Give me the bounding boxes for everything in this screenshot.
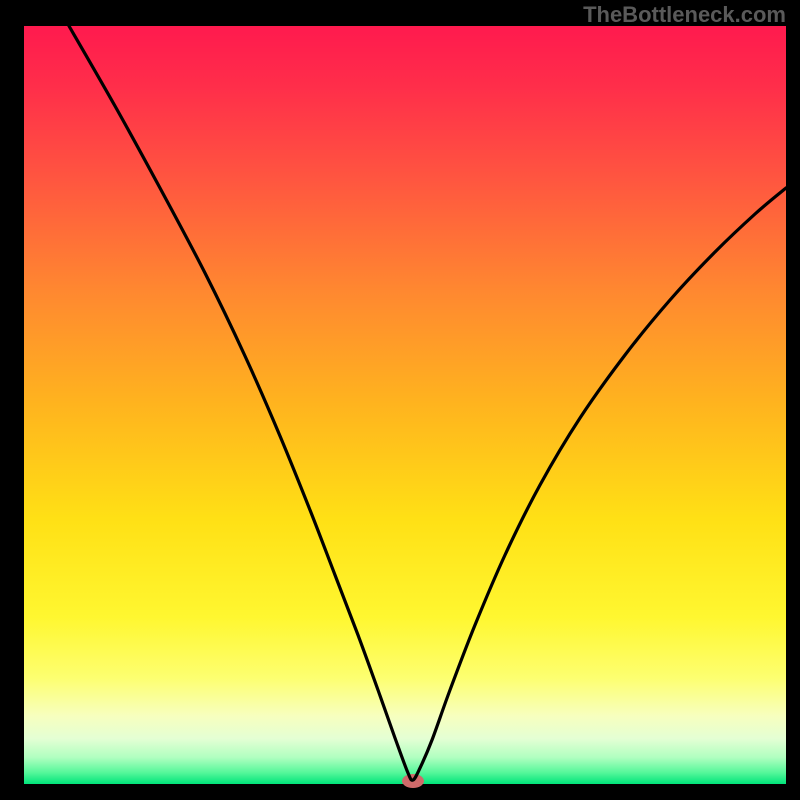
- watermark-text: TheBottleneck.com: [583, 2, 786, 28]
- chart-svg: [0, 0, 800, 800]
- chart-container: TheBottleneck.com: [0, 0, 800, 800]
- plot-background: [24, 26, 786, 784]
